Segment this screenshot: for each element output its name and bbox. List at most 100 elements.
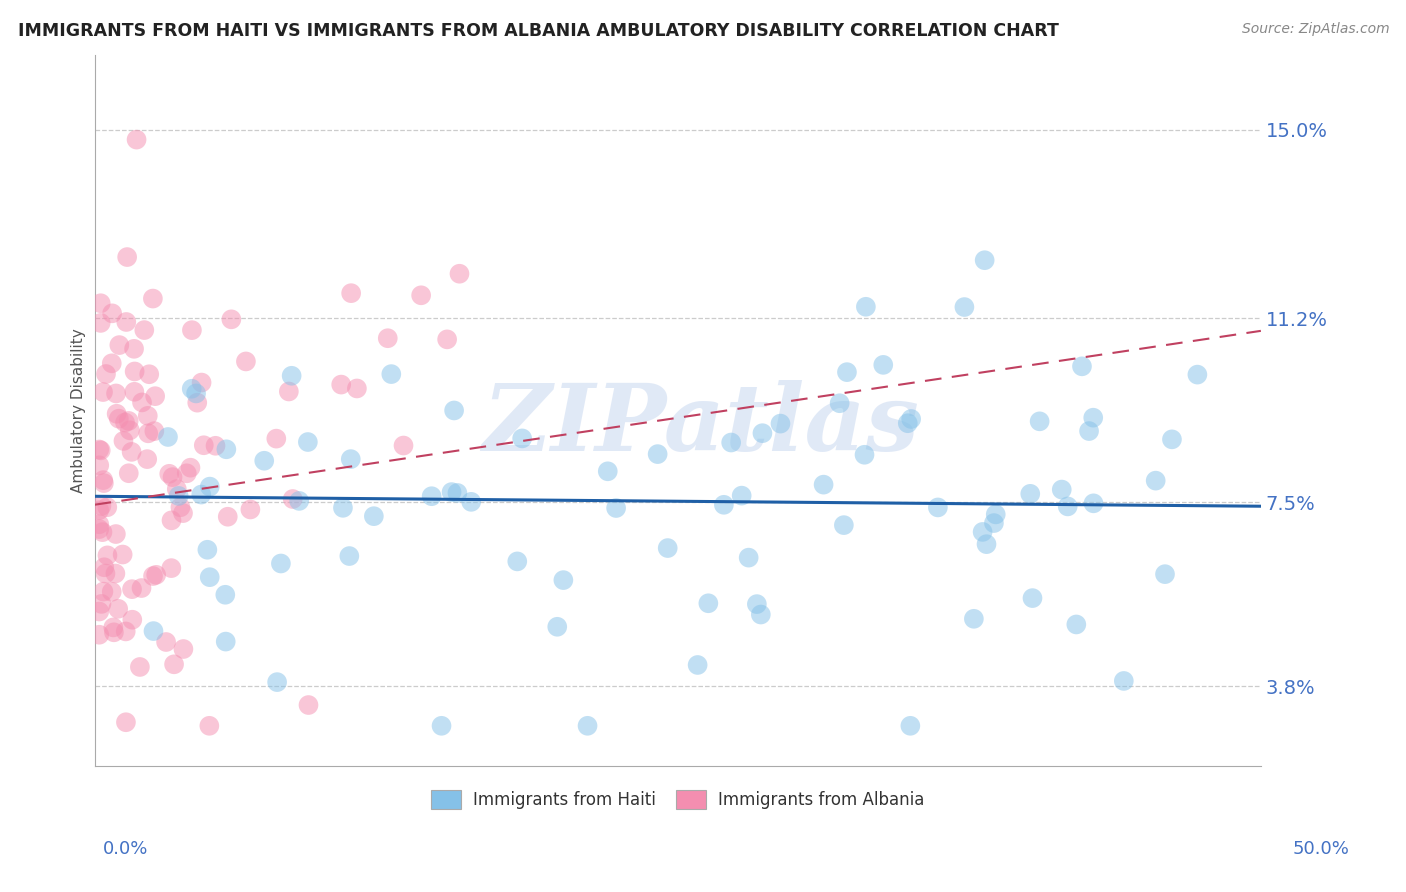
Point: [105, 386, 128, 401]
Point: [115, 715, 138, 730]
Point: [1021, 591, 1043, 606]
Point: [124, 364, 146, 378]
Point: [720, 435, 742, 450]
Point: [1083, 496, 1105, 510]
Point: [297, 698, 319, 712]
Point: [131, 395, 153, 409]
Point: [93, 560, 115, 574]
Point: [1056, 500, 1078, 514]
Text: 50.0%: 50.0%: [1294, 840, 1350, 858]
Point: [172, 506, 194, 520]
Point: [121, 613, 143, 627]
Point: [339, 452, 361, 467]
Point: [576, 719, 599, 733]
Point: [853, 448, 876, 462]
Legend: Immigrants from Haiti, Immigrants from Albania: Immigrants from Haiti, Immigrants from A…: [420, 779, 935, 822]
Point: [91, 385, 114, 400]
Point: [217, 509, 239, 524]
Point: [330, 377, 353, 392]
Point: [1112, 673, 1135, 688]
Point: [751, 426, 773, 441]
Point: [115, 250, 138, 264]
Point: [143, 424, 166, 438]
Point: [198, 570, 221, 584]
Point: [430, 719, 453, 733]
Point: [1066, 617, 1088, 632]
Text: Source: ZipAtlas.com: Source: ZipAtlas.com: [1241, 22, 1389, 37]
Point: [510, 431, 533, 445]
Point: [280, 368, 302, 383]
Point: [546, 620, 568, 634]
Point: [596, 464, 619, 478]
Point: [104, 566, 127, 581]
Point: [1050, 483, 1073, 497]
Point: [103, 620, 125, 634]
Point: [1083, 410, 1105, 425]
Point: [90, 499, 112, 513]
Point: [973, 253, 995, 268]
Point: [128, 660, 150, 674]
Point: [124, 384, 146, 399]
Point: [96, 549, 118, 563]
Point: [440, 485, 463, 500]
Point: [90, 443, 112, 458]
Point: [136, 409, 159, 423]
Point: [553, 573, 575, 587]
Point: [340, 286, 363, 301]
Point: [253, 454, 276, 468]
Point: [142, 569, 165, 583]
Point: [134, 323, 156, 337]
Point: [176, 467, 198, 481]
Point: [180, 382, 202, 396]
Point: [172, 642, 194, 657]
Point: [266, 675, 288, 690]
Point: [162, 470, 184, 484]
Point: [835, 365, 858, 379]
Point: [963, 612, 986, 626]
Point: [337, 549, 360, 563]
Point: [1144, 474, 1167, 488]
Point: [976, 537, 998, 551]
Point: [104, 527, 127, 541]
Point: [927, 500, 949, 515]
Point: [90, 597, 112, 611]
Point: [215, 442, 238, 457]
Point: [179, 460, 201, 475]
Point: [169, 500, 191, 515]
Point: [266, 432, 288, 446]
Point: [657, 541, 679, 555]
Point: [193, 438, 215, 452]
Point: [900, 412, 922, 426]
Point: [118, 423, 141, 437]
Point: [1187, 368, 1209, 382]
Point: [100, 584, 122, 599]
Point: [215, 634, 238, 648]
Point: [122, 342, 145, 356]
Point: [89, 503, 111, 517]
Point: [697, 596, 720, 610]
Point: [163, 657, 186, 672]
Point: [190, 376, 212, 390]
Point: [93, 476, 115, 491]
Point: [460, 495, 482, 509]
Point: [214, 588, 236, 602]
Point: [769, 417, 792, 431]
Point: [91, 473, 114, 487]
Point: [239, 502, 262, 516]
Point: [166, 482, 188, 496]
Point: [332, 500, 354, 515]
Point: [832, 518, 855, 533]
Point: [105, 407, 128, 421]
Point: [145, 567, 167, 582]
Point: [121, 445, 143, 459]
Point: [103, 625, 125, 640]
Point: [114, 416, 136, 430]
Point: [377, 331, 399, 345]
Text: 0.0%: 0.0%: [103, 840, 148, 858]
Point: [749, 607, 772, 622]
Point: [898, 719, 921, 733]
Point: [281, 491, 304, 506]
Point: [713, 498, 735, 512]
Point: [125, 132, 148, 146]
Point: [111, 548, 134, 562]
